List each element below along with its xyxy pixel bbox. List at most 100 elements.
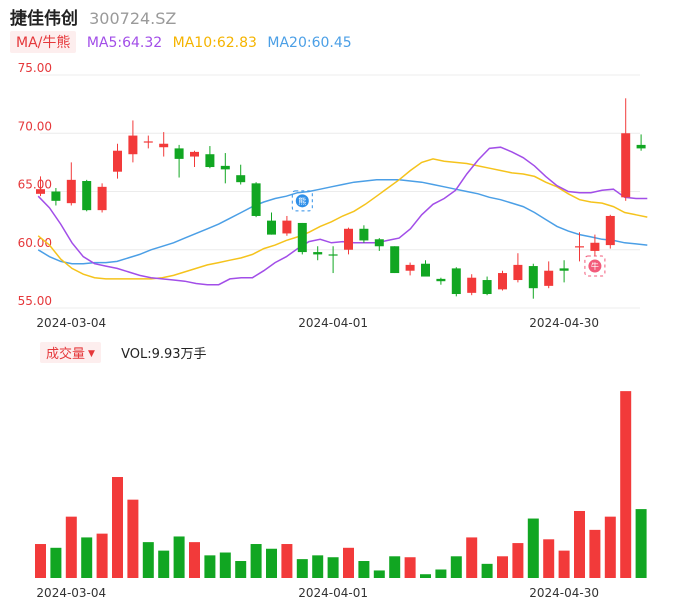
volume-bar — [65, 516, 77, 578]
candle-body — [190, 151, 199, 157]
candle — [267, 212, 276, 235]
bear-icon — [295, 194, 309, 208]
candle-body — [267, 220, 276, 235]
volume-bar — [543, 539, 555, 578]
x-tick-label: 2024-04-30 — [529, 316, 599, 330]
volume-bar — [219, 552, 231, 578]
candle-body — [251, 183, 261, 216]
candle-body — [636, 144, 646, 149]
candle — [467, 274, 477, 296]
stock-code: 300724.SZ — [89, 9, 177, 28]
y-tick-label: 70.00 — [18, 119, 52, 133]
volume-bar — [635, 509, 647, 578]
candle — [143, 135, 153, 149]
volume-bar — [404, 557, 416, 578]
candle-body — [205, 154, 215, 168]
candle-body — [128, 135, 138, 155]
candle — [405, 262, 415, 276]
candle-body — [482, 280, 492, 295]
volume-bar — [420, 574, 431, 578]
candle — [220, 153, 230, 184]
x-tick-label: 2024-04-01 — [298, 316, 368, 330]
candle-body — [544, 270, 554, 286]
candle — [605, 214, 615, 249]
volume-bar — [204, 555, 216, 578]
candle-body — [405, 264, 415, 271]
candle — [282, 215, 292, 236]
volume-bar — [127, 499, 139, 578]
ma-indicator-toggle[interactable]: MA/牛熊 — [10, 31, 77, 53]
candle — [436, 277, 446, 285]
candle — [236, 164, 246, 185]
volume-bar — [250, 544, 262, 578]
candle — [482, 276, 492, 296]
volume-bar — [373, 570, 385, 578]
volume-bar — [466, 537, 478, 578]
date-axis-price: 2024-03-04 2024-04-01 2024-04-30 — [36, 316, 599, 330]
candle — [528, 263, 538, 299]
candle — [451, 267, 461, 297]
candle-body — [374, 239, 384, 247]
candle-body — [236, 175, 246, 183]
volume-bar — [189, 542, 200, 578]
volume-bar — [327, 557, 339, 578]
candle-body — [605, 215, 615, 246]
volume-toggle-label: 成交量 — [46, 347, 86, 362]
candle-body — [282, 220, 292, 234]
volume-bar — [35, 544, 46, 578]
signal-markers: 熊牛 — [291, 190, 606, 277]
candle — [636, 134, 646, 151]
y-tick-label: 75.00 — [18, 61, 52, 75]
candle-body — [297, 222, 307, 253]
candle — [621, 98, 631, 201]
candle — [559, 260, 569, 283]
ma-legend: MA/牛熊 MA5:64.32 MA10:62.83 MA20:60.45 — [10, 31, 352, 53]
volume-bar — [235, 561, 247, 578]
ma-lines — [37, 146, 648, 286]
volume-bar — [574, 510, 585, 578]
volume-bar — [96, 533, 108, 578]
ma5-line — [37, 146, 648, 286]
date-axis-volume: 2024-03-04 2024-04-01 2024-04-30 — [36, 586, 599, 600]
ma10-line — [37, 158, 648, 280]
candle-body — [621, 133, 631, 198]
ma5-value: MA5:64.32 — [86, 35, 163, 51]
candle-body — [82, 181, 92, 211]
candle-body — [174, 148, 184, 159]
price-grid — [40, 74, 640, 309]
candle-body — [66, 179, 76, 204]
y-tick-label: 65.00 — [18, 178, 52, 192]
candle — [544, 261, 554, 289]
candle-body — [359, 228, 369, 241]
volume-value: VOL:9.93万手 — [121, 347, 207, 362]
candle-body — [390, 246, 400, 274]
volume-bar — [173, 536, 185, 578]
candle — [374, 238, 384, 251]
ma20-line — [37, 179, 648, 265]
volume-bar — [389, 556, 401, 578]
candle — [82, 179, 92, 212]
x-tick-label: 2024-03-04 — [36, 586, 106, 600]
candle-body — [113, 150, 122, 172]
candle-body — [36, 189, 45, 194]
candle-body — [313, 252, 323, 255]
candle — [498, 270, 507, 291]
x-tick-label: 2024-04-01 — [298, 586, 368, 600]
candle-body — [328, 254, 338, 256]
volume-bar — [296, 559, 308, 578]
bull-marker[interactable]: 牛 — [584, 255, 606, 277]
candle-body — [220, 165, 230, 170]
candle-body — [97, 186, 107, 211]
candle — [174, 144, 184, 178]
volume-legend: 成交量 ▼ VOL:9.93万手 — [40, 342, 207, 363]
candle — [251, 182, 261, 218]
bear-marker[interactable]: 熊 — [291, 190, 313, 212]
volume-bar — [312, 555, 324, 578]
candle — [313, 246, 323, 261]
candle — [113, 143, 122, 179]
y-tick-label: 55.00 — [18, 294, 52, 308]
volume-indicator-toggle[interactable]: 成交量 ▼ — [40, 342, 101, 363]
candle-body — [575, 246, 584, 248]
x-tick-label: 2024-03-04 — [36, 316, 106, 330]
